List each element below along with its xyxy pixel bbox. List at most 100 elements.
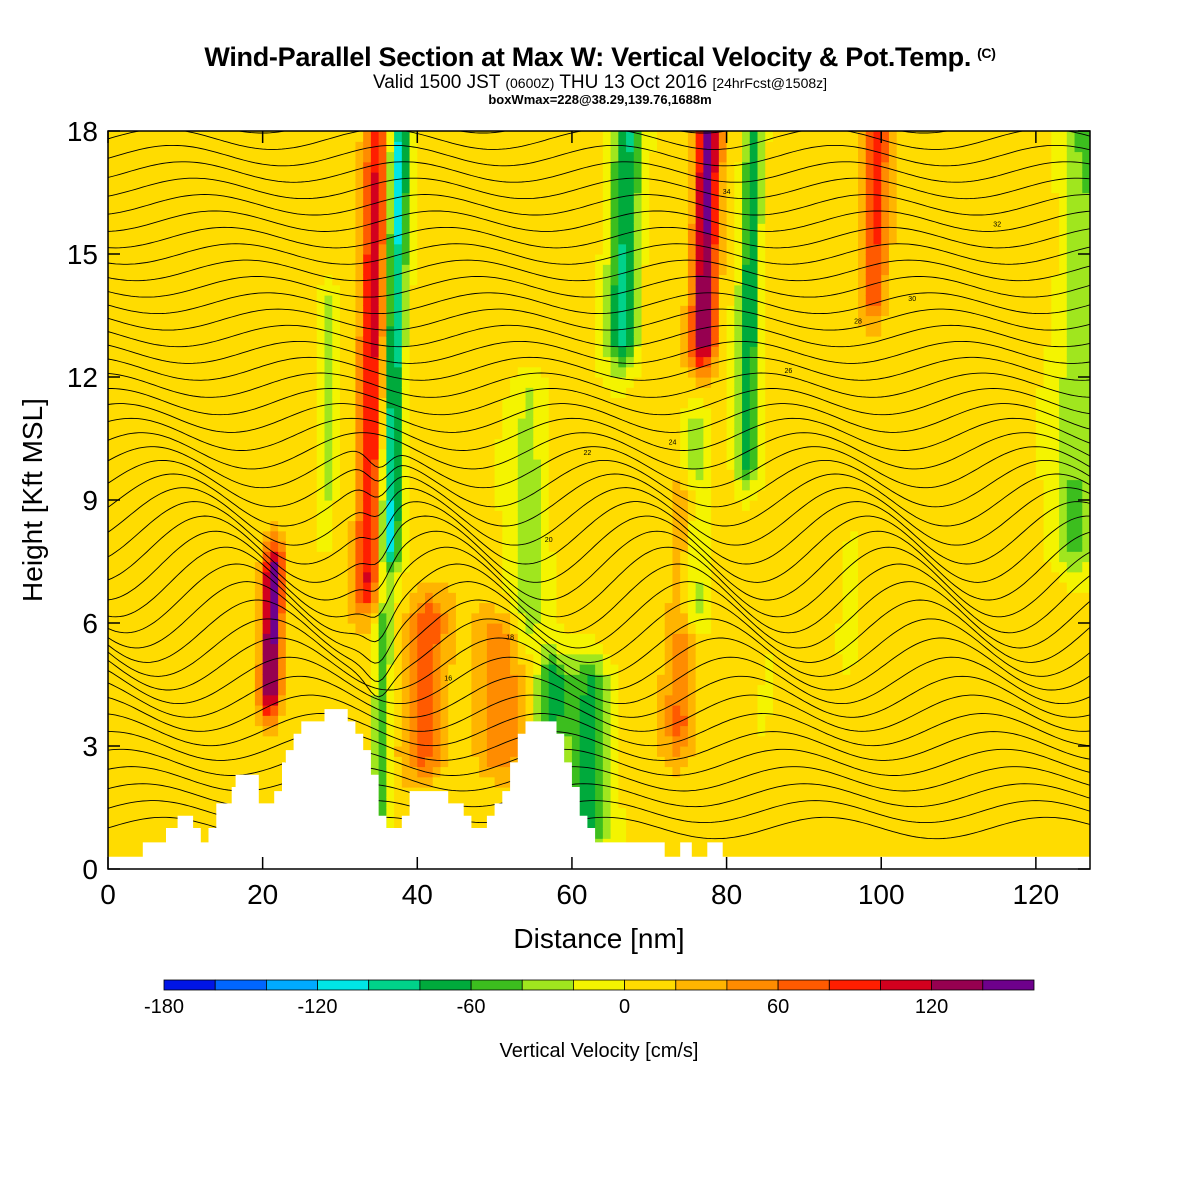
velocity-cell <box>208 766 217 778</box>
velocity-cell <box>146 571 155 583</box>
velocity-cell <box>595 305 604 317</box>
velocity-cell <box>131 254 140 265</box>
velocity-cell <box>386 172 395 183</box>
velocity-cell <box>216 448 225 460</box>
velocity-cell <box>108 725 117 737</box>
velocity-cell <box>541 346 550 358</box>
velocity-cell <box>494 479 503 491</box>
velocity-cell <box>309 346 318 358</box>
velocity-cell <box>425 664 434 675</box>
velocity-cell <box>247 172 256 183</box>
velocity-cell <box>239 541 248 552</box>
velocity-cell <box>347 264 357 276</box>
velocity-cell <box>602 161 612 173</box>
velocity-cell <box>556 561 565 573</box>
velocity-cell <box>239 633 248 645</box>
velocity-cell <box>247 674 256 686</box>
velocity-cell <box>363 448 372 460</box>
velocity-cell <box>502 407 511 419</box>
velocity-cell <box>486 571 496 583</box>
velocity-cell <box>394 448 403 460</box>
velocity-cell <box>479 612 488 624</box>
velocity-cell <box>301 141 310 153</box>
velocity-cell <box>541 295 550 306</box>
velocity-cell <box>479 254 488 265</box>
velocity-cell <box>618 684 627 696</box>
velocity-cell <box>595 336 604 347</box>
velocity-cell <box>610 469 619 481</box>
velocity-cell <box>564 397 573 409</box>
velocity-cell <box>239 284 248 296</box>
velocity-cell <box>556 459 565 470</box>
velocity-cell <box>293 469 302 481</box>
velocity-cell <box>564 213 573 224</box>
velocity-cell <box>479 541 488 552</box>
velocity-cell <box>463 356 473 368</box>
velocity-cell <box>378 182 387 194</box>
velocity-cell <box>517 284 527 296</box>
velocity-cell <box>347 530 357 542</box>
velocity-cell <box>254 233 264 245</box>
velocity-cell <box>602 500 612 511</box>
velocity-cell <box>541 438 550 450</box>
velocity-cell <box>223 397 233 409</box>
velocity-cell <box>595 797 604 809</box>
velocity-cell <box>610 705 619 716</box>
velocity-cell <box>587 602 596 614</box>
velocity-cell <box>185 131 194 142</box>
velocity-cell <box>425 612 434 624</box>
velocity-cell <box>494 397 503 409</box>
velocity-cell <box>571 223 581 235</box>
velocity-cell <box>440 694 449 706</box>
velocity-cell <box>610 305 619 317</box>
velocity-cell <box>262 479 271 491</box>
velocity-cell <box>223 202 233 214</box>
velocity-cell <box>355 479 364 491</box>
velocity-cell <box>123 233 132 245</box>
velocity-cell <box>177 366 186 378</box>
velocity-cell <box>262 161 271 173</box>
velocity-cell <box>618 500 627 511</box>
velocity-cell <box>185 182 194 194</box>
velocity-cell <box>409 653 418 665</box>
velocity-cell <box>463 674 473 686</box>
velocity-cell <box>339 674 349 686</box>
velocity-cell <box>556 582 565 593</box>
velocity-cell <box>626 264 635 276</box>
velocity-cell <box>316 510 326 522</box>
velocity-cell <box>177 202 186 214</box>
velocity-cell <box>115 202 125 214</box>
velocity-cell <box>463 725 473 737</box>
velocity-cell <box>332 438 341 450</box>
velocity-cell <box>131 192 140 204</box>
velocity-cell <box>618 571 627 583</box>
velocity-cell <box>293 541 302 552</box>
velocity-cell <box>564 438 573 450</box>
velocity-cell <box>131 151 140 163</box>
velocity-cell <box>386 305 395 317</box>
velocity-cell <box>579 202 588 214</box>
velocity-cell <box>332 602 341 614</box>
velocity-cell <box>177 356 186 368</box>
velocity-cell <box>278 612 287 624</box>
velocity-cell <box>587 243 596 255</box>
velocity-cell <box>208 192 217 204</box>
velocity-cell <box>610 715 619 727</box>
velocity-cell <box>486 725 496 737</box>
velocity-cell <box>123 520 132 532</box>
velocity-cell <box>494 787 503 798</box>
velocity-cell <box>316 182 326 194</box>
velocity-cell <box>278 172 287 183</box>
velocity-cell <box>409 469 418 481</box>
velocity-cell <box>208 397 217 409</box>
velocity-cell <box>239 561 248 573</box>
velocity-cell <box>502 295 511 306</box>
velocity-cell <box>417 407 426 419</box>
velocity-cell <box>293 346 302 358</box>
velocity-cell <box>378 643 387 655</box>
velocity-cell <box>409 571 418 583</box>
velocity-cell <box>541 520 550 532</box>
velocity-cell <box>448 407 457 419</box>
velocity-cell <box>169 264 179 276</box>
velocity-cell <box>309 520 318 532</box>
